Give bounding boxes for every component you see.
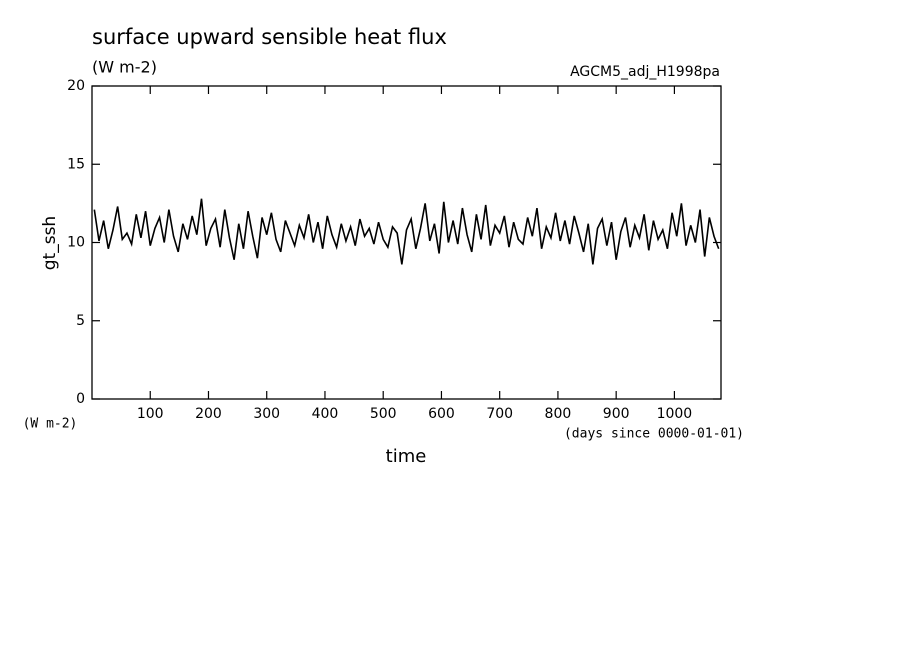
- x-axis-label: time: [386, 446, 427, 467]
- y-tick-label: 10: [67, 235, 85, 251]
- x-tick-label: 1000: [657, 406, 693, 422]
- x-tick-label: 500: [370, 406, 397, 422]
- y-tick-label: 5: [76, 313, 85, 329]
- annotation: AGCM5_adj_H1998pa: [570, 64, 720, 80]
- x-tick-label: 700: [486, 406, 513, 422]
- chart-title: surface upward sensible heat flux: [92, 25, 447, 49]
- y-axis-label: gt_ssh: [40, 216, 60, 270]
- x-tick-label: 400: [312, 406, 339, 422]
- x-tick-label: 800: [545, 406, 572, 422]
- data-line: [93, 198, 720, 265]
- y-tick-label: 0: [76, 391, 85, 407]
- x-tick-label: 200: [195, 406, 222, 422]
- y-unit: (W m-2): [23, 417, 78, 432]
- x-tick-label: 100: [137, 406, 164, 422]
- x-tick-label: 300: [253, 406, 280, 422]
- x-tick-label: 900: [603, 406, 630, 422]
- chart-subtitle: (W m-2): [92, 58, 157, 77]
- y-tick-label: 15: [67, 156, 85, 172]
- y-tick-label: 20: [67, 78, 85, 94]
- x-tick-label: 600: [428, 406, 455, 422]
- x-unit: (days since 0000-01-01): [564, 427, 744, 442]
